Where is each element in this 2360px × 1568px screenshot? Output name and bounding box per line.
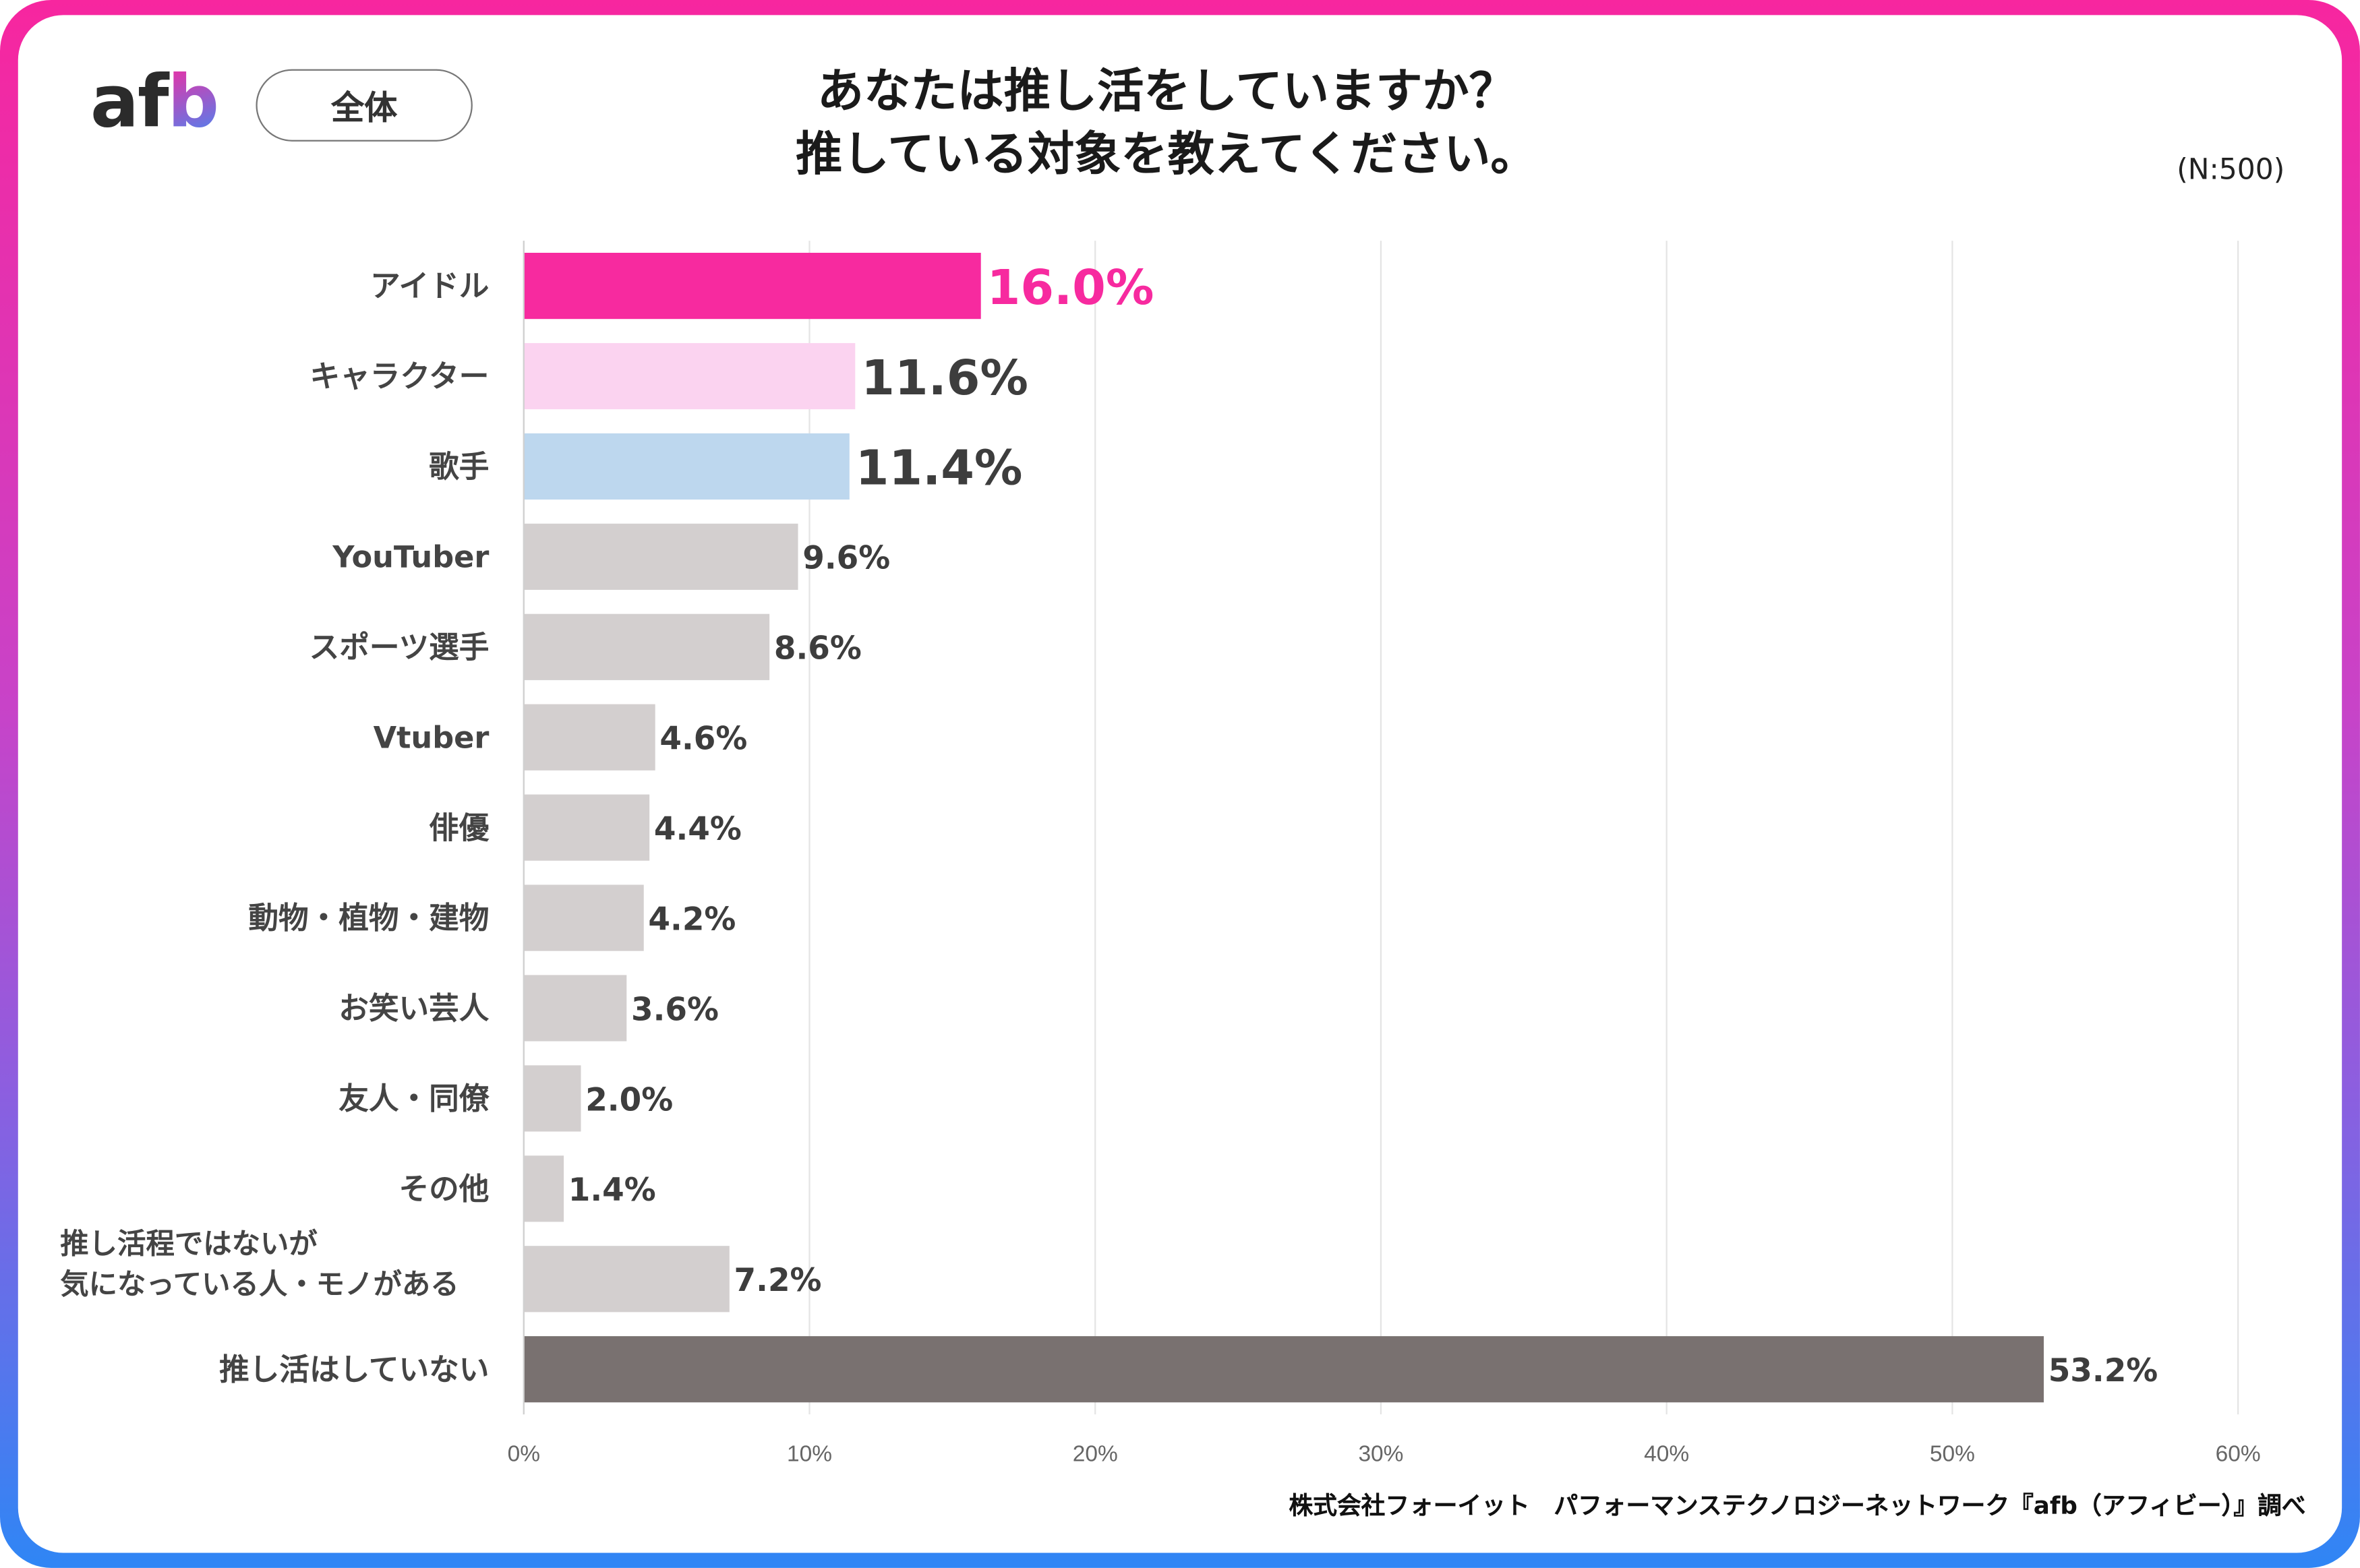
value-label: 4.4% — [654, 811, 742, 848]
value-label: 4.6% — [659, 721, 747, 758]
bar — [523, 1065, 581, 1132]
value-label: 11.6% — [861, 350, 1028, 406]
bar — [523, 975, 627, 1042]
bar — [523, 794, 650, 861]
x-tick-label: 20% — [1073, 1441, 1118, 1466]
bar — [523, 252, 981, 320]
value-label: 4.2% — [648, 901, 736, 938]
value-label: 2.0% — [585, 1081, 673, 1118]
value-label: 9.6% — [802, 540, 890, 577]
bar — [523, 433, 850, 500]
category-label: 歌手 — [429, 450, 489, 485]
category-label: お笑い芸人 — [338, 991, 490, 1026]
value-label: 7.2% — [734, 1262, 822, 1299]
category-label: 俳優 — [429, 810, 490, 845]
category-label: 友人・同僚 — [338, 1081, 490, 1116]
category-label: 動物・植物・建物 — [248, 901, 489, 936]
bar — [523, 613, 770, 680]
value-label: 8.6% — [774, 630, 862, 667]
value-label: 53.2% — [2048, 1352, 2158, 1389]
category-label: YouTuber — [332, 540, 489, 575]
category-label: Vtuber — [374, 720, 490, 755]
category-label: 推し活はしていない — [219, 1352, 489, 1387]
sample-size: (N:500) — [2177, 153, 2285, 187]
category-label: その他 — [399, 1172, 490, 1207]
x-tick-label: 60% — [2216, 1441, 2261, 1466]
x-tick-label: 0% — [508, 1441, 540, 1466]
bar — [523, 704, 655, 771]
x-tick-label: 40% — [1644, 1441, 1689, 1466]
x-tick-label: 10% — [787, 1441, 832, 1466]
value-label: 1.4% — [568, 1172, 656, 1209]
category-label: 推し活程ではないが気になっている人・モノがある — [60, 1227, 459, 1300]
title-line-2: 推している対象を教えてください。 — [796, 127, 1537, 183]
segment-button[interactable]: 全体 — [256, 69, 473, 142]
category-label: キャラクター — [309, 359, 489, 394]
chart-title: あなたは推し活をしていますか？ 推している対象を教えてください。 — [572, 60, 1761, 186]
bar — [523, 1246, 730, 1313]
bar — [523, 1336, 2044, 1403]
bar — [523, 884, 644, 951]
title-line-1: あなたは推し活をしていますか？ — [817, 64, 1516, 119]
x-tick-label: 50% — [1930, 1441, 1975, 1466]
category-label: スポーツ選手 — [309, 630, 490, 665]
value-label: 3.6% — [631, 991, 719, 1028]
chart-card — [18, 15, 2342, 1553]
x-tick-label: 30% — [1358, 1441, 1403, 1466]
afb-logo: afb — [90, 60, 219, 145]
bar — [523, 342, 856, 410]
value-label: 16.0% — [987, 260, 1154, 315]
value-label: 11.4% — [856, 440, 1023, 496]
source-note: 株式会社フォーイット パフォーマンステクノロジーネットワーク『afb（アフィビー… — [1289, 1491, 2306, 1520]
bar — [523, 1155, 564, 1222]
bar — [523, 523, 798, 590]
category-label: アイドル — [370, 269, 489, 304]
